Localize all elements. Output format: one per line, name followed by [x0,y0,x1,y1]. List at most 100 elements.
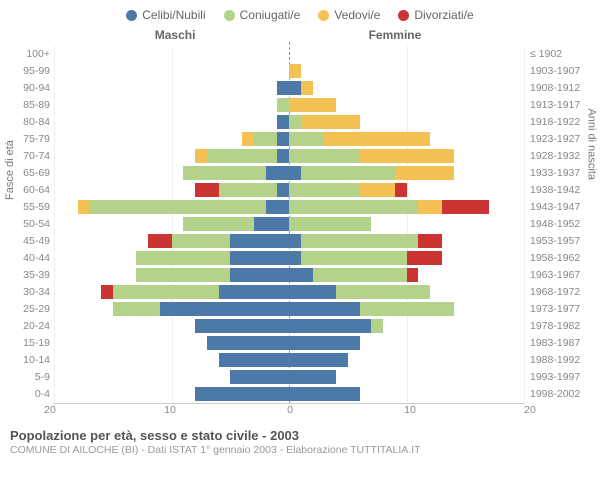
bar-row [54,200,524,214]
bar-segment-male [230,251,289,265]
left-axis-title: Fasce di età [4,140,16,200]
birth-label: 1908-1912 [530,80,600,97]
birth-labels: ≤ 19021903-19071908-19121913-19171918-19… [524,46,600,404]
x-tick-label: 10 [404,404,416,416]
birth-label: 1978-1982 [530,318,600,335]
birth-label: 1993-1997 [530,369,600,386]
birth-label: ≤ 1902 [530,46,600,63]
age-label: 40-44 [0,250,50,267]
bar-segment-male [277,115,289,129]
chart-container: Fasce di età Anni di nascita Celibi/Nubi… [0,0,600,462]
header-male: Maschi [155,28,196,42]
bar-segment-male [266,166,290,180]
bar-segment-male [195,183,219,197]
x-tick-label: 0 [287,404,293,416]
age-label: 10-14 [0,352,50,369]
bar-segment-female [313,268,407,282]
bar-row [54,183,524,197]
bar-segment-male [230,234,289,248]
bar-segment-female [289,268,313,282]
x-tick-label: 10 [164,404,176,416]
bar-segment-female [360,149,454,163]
bar-segment-female [301,81,313,95]
right-axis-title: Anni di nascita [586,108,598,180]
age-label: 90-94 [0,80,50,97]
age-label: 45-49 [0,233,50,250]
bar-segment-female [407,251,442,265]
bar-segment-female [289,81,301,95]
bar-row [54,268,524,282]
bar-segment-male [113,302,160,316]
bar-segment-female [289,234,301,248]
bar-segment-female [324,132,430,146]
age-labels: 100+95-9990-9485-8980-8475-7970-7465-696… [0,46,54,404]
bar-segment-female [395,183,407,197]
bar-segment-male [183,166,265,180]
bar-segment-female [289,353,348,367]
bar-segment-male [254,132,278,146]
birth-label: 1938-1942 [530,182,600,199]
birth-label: 1998-2002 [530,386,600,403]
bar-segment-male [136,268,230,282]
bar-segment-male [277,149,289,163]
bar-segment-male [172,234,231,248]
bar-segment-male [219,183,278,197]
age-label: 25-29 [0,301,50,318]
age-label: 55-59 [0,199,50,216]
bar-row [54,251,524,265]
bar-segment-male [254,217,289,231]
bar-row [54,64,524,78]
bar-segment-female [289,166,301,180]
bar-segment-male [230,268,289,282]
bar-segment-male [148,234,172,248]
bar-segment-female [289,149,360,163]
bar-row [54,353,524,367]
bar-segment-male [277,132,289,146]
bar-row [54,387,524,401]
bar-segment-female [289,302,360,316]
bar-segment-male [113,285,219,299]
legend-swatch [126,10,137,21]
bar-segment-female [395,166,454,180]
bar-row [54,217,524,231]
bar-segment-male [160,302,289,316]
age-label: 85-89 [0,97,50,114]
bar-segment-female [289,64,301,78]
bar-segment-male [101,285,113,299]
age-label: 0-4 [0,386,50,403]
bar-segment-female [418,234,442,248]
bar-segment-male [195,149,207,163]
bar-row [54,149,524,163]
bar-segment-male [230,370,289,384]
bar-row [54,302,524,316]
bar-segment-female [360,183,395,197]
birth-label: 1968-1972 [530,284,600,301]
bar-segment-female [289,115,301,129]
bar-segment-male [242,132,254,146]
legend-item: Celibi/Nubili [126,8,205,22]
age-label: 30-34 [0,284,50,301]
legend-item: Coniugati/e [224,8,301,22]
bar-row [54,47,524,61]
bar-segment-female [301,234,419,248]
bar-row [54,115,524,129]
bar-segment-male [277,81,289,95]
legend-item: Divorziati/e [398,8,473,22]
bar-segment-female [289,285,336,299]
birth-label: 1983-1987 [530,335,600,352]
bar-segment-male [277,98,289,112]
birth-label: 1963-1967 [530,267,600,284]
birth-label: 1903-1907 [530,63,600,80]
bar-segment-female [289,183,360,197]
age-label: 35-39 [0,267,50,284]
birth-label: 1943-1947 [530,199,600,216]
legend-label: Divorziati/e [414,8,473,22]
x-tick-label: 20 [524,404,536,416]
bar-segment-male [89,200,265,214]
legend-item: Vedovi/e [318,8,380,22]
column-headers: Maschi Femmine [0,26,600,46]
bar-segment-female [407,268,419,282]
bar-segment-female [442,200,489,214]
bar-segment-male [219,353,290,367]
bar-row [54,81,524,95]
